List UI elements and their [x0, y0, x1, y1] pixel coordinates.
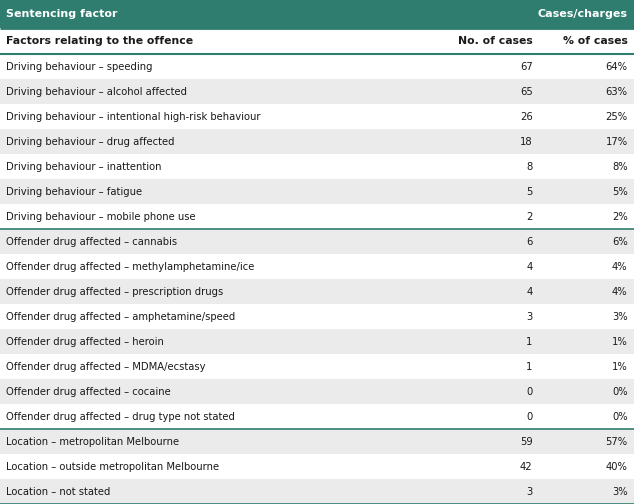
Text: Driving behaviour – inattention: Driving behaviour – inattention	[6, 162, 162, 172]
Text: Driving behaviour – mobile phone use: Driving behaviour – mobile phone use	[6, 212, 196, 222]
Text: 4%: 4%	[612, 287, 628, 296]
Bar	[0, 329, 634, 354]
Text: 3%: 3%	[612, 311, 628, 322]
Bar	[0, 204, 634, 229]
Text: 63%: 63%	[605, 87, 628, 97]
Text: Offender drug affected – prescription drugs: Offender drug affected – prescription dr…	[6, 287, 224, 296]
Text: Driving behaviour – drug affected: Driving behaviour – drug affected	[6, 137, 175, 147]
Text: 5%: 5%	[612, 186, 628, 197]
Text: Sentencing factor: Sentencing factor	[6, 9, 118, 19]
Text: 0%: 0%	[612, 387, 628, 397]
Bar	[0, 454, 634, 479]
Text: 3: 3	[526, 486, 533, 496]
Text: 59: 59	[520, 436, 533, 447]
Text: 0: 0	[526, 387, 533, 397]
Text: Offender drug affected – drug type not stated: Offender drug affected – drug type not s…	[6, 412, 235, 421]
Text: Offender drug affected – heroin: Offender drug affected – heroin	[6, 337, 164, 347]
Bar	[0, 354, 634, 379]
Text: 67: 67	[520, 61, 533, 72]
Text: Offender drug affected – amphetamine/speed: Offender drug affected – amphetamine/spe…	[6, 311, 236, 322]
Text: 64%: 64%	[605, 61, 628, 72]
Bar	[0, 179, 634, 204]
Text: 8%: 8%	[612, 162, 628, 172]
Bar	[0, 279, 634, 304]
Text: 3%: 3%	[612, 486, 628, 496]
Text: Offender drug affected – cocaine: Offender drug affected – cocaine	[6, 387, 171, 397]
Text: Driving behaviour – speeding: Driving behaviour – speeding	[6, 61, 153, 72]
Text: 42: 42	[520, 462, 533, 472]
Text: 2%: 2%	[612, 212, 628, 222]
Text: 1%: 1%	[612, 337, 628, 347]
Bar	[0, 154, 634, 179]
Bar	[0, 54, 634, 79]
Text: 3: 3	[526, 311, 533, 322]
Text: 8: 8	[526, 162, 533, 172]
Text: 0%: 0%	[612, 412, 628, 421]
Text: 57%: 57%	[605, 436, 628, 447]
Text: 65: 65	[520, 87, 533, 97]
Text: Offender drug affected – methylamphetamine/ice: Offender drug affected – methylamphetami…	[6, 262, 255, 272]
Text: 40%: 40%	[605, 462, 628, 472]
Bar	[0, 379, 634, 404]
Bar	[0, 404, 634, 429]
Text: % of cases: % of cases	[563, 36, 628, 46]
Text: Offender drug affected – cannabis: Offender drug affected – cannabis	[6, 236, 178, 246]
Bar	[0, 79, 634, 104]
Bar	[0, 479, 634, 504]
Text: 4%: 4%	[612, 262, 628, 272]
Text: Location – outside metropolitan Melbourne: Location – outside metropolitan Melbourn…	[6, 462, 219, 472]
Text: 4: 4	[526, 287, 533, 296]
Text: 6: 6	[526, 236, 533, 246]
Text: Driving behaviour – intentional high-risk behaviour: Driving behaviour – intentional high-ris…	[6, 112, 261, 121]
Text: 5: 5	[526, 186, 533, 197]
Text: 1: 1	[526, 361, 533, 371]
Text: 0: 0	[526, 412, 533, 421]
Text: 25%: 25%	[605, 112, 628, 121]
Text: No. of cases: No. of cases	[458, 36, 533, 46]
Bar	[0, 254, 634, 279]
Text: Factors relating to the offence: Factors relating to the offence	[6, 36, 193, 46]
Text: Driving behaviour – fatigue: Driving behaviour – fatigue	[6, 186, 143, 197]
Text: 17%: 17%	[605, 137, 628, 147]
Text: 2: 2	[526, 212, 533, 222]
Bar	[0, 28, 634, 54]
Text: Offender drug affected – MDMA/ecstasy: Offender drug affected – MDMA/ecstasy	[6, 361, 206, 371]
Bar	[0, 229, 634, 254]
Bar	[0, 0, 634, 28]
Text: 4: 4	[526, 262, 533, 272]
Text: Driving behaviour – alcohol affected: Driving behaviour – alcohol affected	[6, 87, 187, 97]
Text: Cases/charges: Cases/charges	[538, 9, 628, 19]
Bar	[0, 104, 634, 129]
Text: 6%: 6%	[612, 236, 628, 246]
Bar	[0, 129, 634, 154]
Bar	[0, 429, 634, 454]
Text: Location – metropolitan Melbourne: Location – metropolitan Melbourne	[6, 436, 179, 447]
Text: Location – not stated: Location – not stated	[6, 486, 111, 496]
Text: 26: 26	[520, 112, 533, 121]
Text: 1%: 1%	[612, 361, 628, 371]
Bar	[0, 304, 634, 329]
Text: 1: 1	[526, 337, 533, 347]
Text: 18: 18	[520, 137, 533, 147]
